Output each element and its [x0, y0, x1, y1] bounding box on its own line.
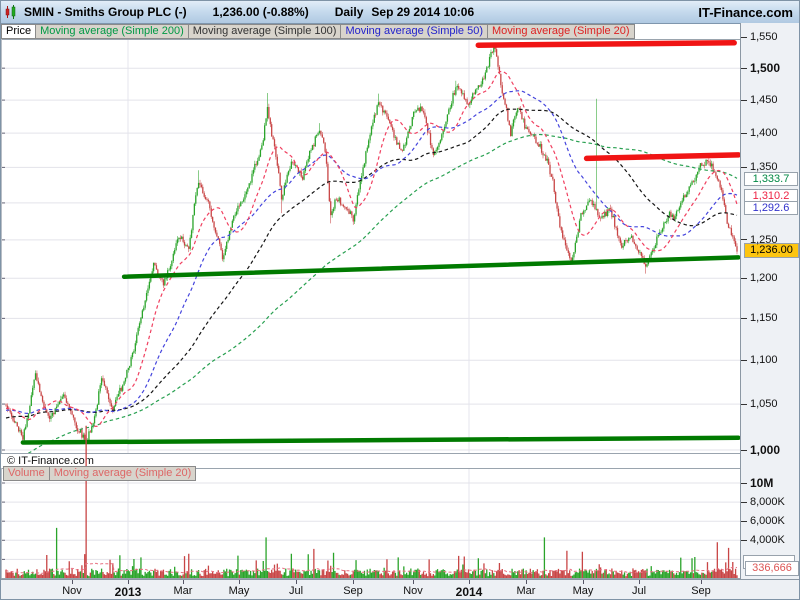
- time-axis-tick: [239, 580, 240, 584]
- price-axis-tick: [741, 449, 747, 451]
- copyright-strip: © IT-Finance.com: [1, 453, 740, 468]
- time-axis-label: Jul: [288, 585, 304, 597]
- tab-moving-average-simple-50[interactable]: Moving average (Simple 50): [340, 24, 489, 39]
- last-price-box: 1,236.00: [744, 242, 799, 258]
- volume-axis-label: 8,000K: [750, 496, 785, 509]
- price-chart-canvas[interactable]: [1, 39, 740, 453]
- price-axis-tick: [741, 277, 747, 279]
- time-axis-label: Sep: [691, 585, 711, 597]
- title-bar: SMIN - Smiths Group PLC (-) 1,236.00 (-0…: [1, 1, 799, 24]
- price-axis-tick: [741, 166, 747, 168]
- time-axis-label: 2013: [114, 585, 142, 599]
- tab-price[interactable]: Price: [1, 24, 37, 39]
- last-price-change: 1,236.00 (-0.88%): [212, 5, 309, 19]
- up-candle-bodies: [15, 46, 713, 442]
- tab-moving-average-simple-200[interactable]: Moving average (Simple 200): [35, 24, 189, 39]
- sma-20-line: [6, 70, 738, 428]
- price-axis-tick: [741, 132, 747, 134]
- price-axis-tick: [741, 99, 747, 101]
- down-candle-wicks: [5, 45, 738, 444]
- price-axis-label: 1,350: [750, 161, 778, 174]
- time-axis-tick: [128, 580, 129, 584]
- time-axis-label: Nov: [62, 585, 82, 597]
- time-axis-label: Mar: [173, 585, 193, 597]
- trend-line-2[interactable]: [121, 255, 740, 279]
- copyright-text: © IT-Finance.com: [7, 455, 94, 467]
- time-axis-label: Nov: [403, 585, 423, 597]
- price-axis-label: 1,050: [750, 398, 778, 411]
- price-axis-tick: [741, 67, 747, 69]
- time-axis-tick: [701, 580, 702, 584]
- time-axis-tick: [183, 580, 184, 584]
- time-axis-tick: [72, 580, 73, 584]
- price-axis-label: 1,150: [750, 312, 778, 325]
- ma-value-box: 1,292.6: [744, 201, 798, 216]
- time-axis-label: May: [228, 585, 250, 597]
- price-axis-label: 1,200: [750, 272, 778, 285]
- volume-sma-20-line: [5, 562, 738, 574]
- tab-volume[interactable]: Volume: [3, 466, 50, 481]
- sma-100-line: [5, 108, 738, 419]
- price-axis-label: 1,000: [750, 443, 781, 457]
- tab-moving-average-simple-20[interactable]: Moving average (Simple 20): [487, 24, 635, 39]
- interval-label: Daily: [334, 5, 364, 19]
- price-axis-label: 1,500: [750, 61, 781, 76]
- tab-moving-average-simple-100[interactable]: Moving average (Simple 100): [187, 24, 342, 39]
- time-axis-label: 2014: [455, 585, 483, 599]
- tab-moving-average-simple-20[interactable]: Moving average (Simple 20): [48, 466, 197, 481]
- time-axis-tick: [583, 580, 584, 584]
- time-axis: Nov 2013 Mar May Jul Sep Nov 2014 Mar May Jul Sep: [1, 579, 799, 599]
- candlestick-icon: [5, 5, 16, 19]
- time-axis-tick: [296, 580, 297, 584]
- volume-chart-canvas[interactable]: [1, 425, 740, 579]
- time-axis-tick: [413, 580, 414, 584]
- ma-value-box: 1,333.7: [744, 171, 798, 186]
- price-pane: [1, 39, 740, 453]
- volume-indicator-tabs: Volume Moving average (Simple 20): [3, 466, 197, 481]
- symbol-title: SMIN - Smiths Group PLC (-): [24, 5, 187, 19]
- time-axis-label: May: [572, 585, 594, 597]
- time-axis-label: Sep: [343, 585, 363, 597]
- price-indicator-tabs: Price Moving average (Simple 200) Moving a…: [1, 24, 740, 39]
- time-axis-label: Jul: [631, 585, 647, 597]
- price-axis-tick: [741, 403, 747, 405]
- time-axis-label: Mar: [516, 585, 536, 597]
- price-axis-tick: [741, 317, 747, 319]
- volume-axis-tick: [741, 539, 747, 541]
- price-axis-label: 1,400: [750, 127, 778, 140]
- volume-axis-label: 6,000K: [750, 515, 785, 528]
- trend-line-3[interactable]: [475, 40, 737, 48]
- time-axis-tick: [469, 580, 470, 584]
- price-axis-tick: [741, 36, 747, 38]
- up-candle-wicks: [15, 44, 712, 443]
- volume-pane: [1, 425, 740, 579]
- price-axis-label: 1,250: [750, 233, 778, 246]
- volume-axis-label: 4,000K: [750, 534, 785, 547]
- up-volume-bars: [15, 527, 713, 579]
- volume-axis-tick: [741, 520, 747, 522]
- price-axis-tick: [741, 359, 747, 361]
- price-axis-label: 1,550: [750, 31, 778, 44]
- quote-timestamp: Sep 29 2014 10:06: [371, 5, 475, 19]
- trend-line-4[interactable]: [583, 152, 740, 162]
- price-axis-label: 1,100: [750, 354, 778, 367]
- brand-logo-text: IT-Finance.com: [698, 4, 793, 20]
- down-candle-bodies: [5, 46, 738, 442]
- time-axis-tick: [526, 580, 527, 584]
- volume-last-value-box: 336,666: [745, 561, 799, 576]
- sma-200-line: [27, 133, 738, 453]
- trend-line-1[interactable]: [20, 435, 740, 445]
- volume-axis-label: 10M: [750, 476, 774, 490]
- time-axis-tick: [353, 580, 354, 584]
- price-axis-label: 1,450: [750, 94, 778, 107]
- volume-axis-tick: [741, 501, 747, 503]
- sma-50-line: [5, 90, 738, 414]
- price-axis-tick: [741, 239, 747, 241]
- value-axis-panel: 1,236.00 336,666 1,550 1,500 1,450 1,400 1,3…: [740, 23, 799, 579]
- volume-axis-tick: [741, 482, 747, 484]
- time-axis-tick: [639, 580, 640, 584]
